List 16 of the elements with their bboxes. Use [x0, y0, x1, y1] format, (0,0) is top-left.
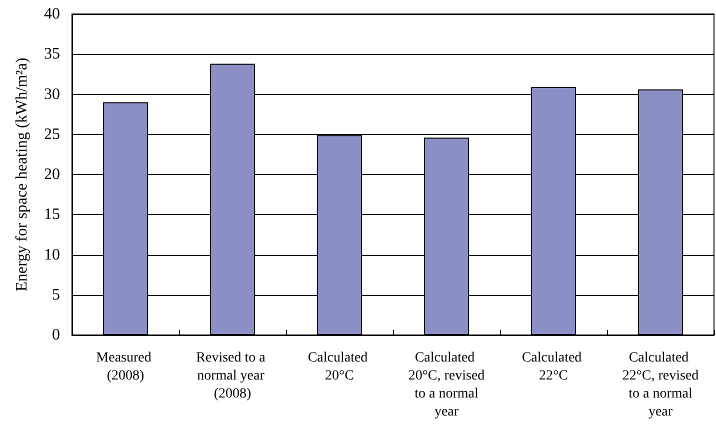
y-tick-label: 15 [44, 206, 60, 224]
y-tick-label: 5 [52, 286, 60, 304]
y-tick-label: 35 [44, 46, 60, 63]
x-tick-label: Measured (2008) [96, 350, 155, 384]
y-tick-label: 0 [52, 326, 60, 344]
y-tick-label: 40 [44, 6, 60, 22]
x-tick-label: Revised to a normal year (2008) [196, 350, 269, 402]
x-tick-label: Calculated 22°C, revised to a normal year [622, 350, 699, 420]
x-tick-label: Calculated 20°C [308, 350, 372, 384]
x-tick-label: Calculated 20°C, revised to a normal year [408, 350, 485, 420]
y-axis-title: Energy for space heating (kWh/m²a) [14, 58, 30, 292]
y-tick-label: 20 [44, 166, 60, 183]
y-tick-label: 25 [44, 126, 60, 143]
y-tick-label: 30 [44, 86, 60, 103]
x-tick-label: Calculated 22°C [522, 350, 586, 384]
y-tick-label: 10 [44, 246, 60, 264]
